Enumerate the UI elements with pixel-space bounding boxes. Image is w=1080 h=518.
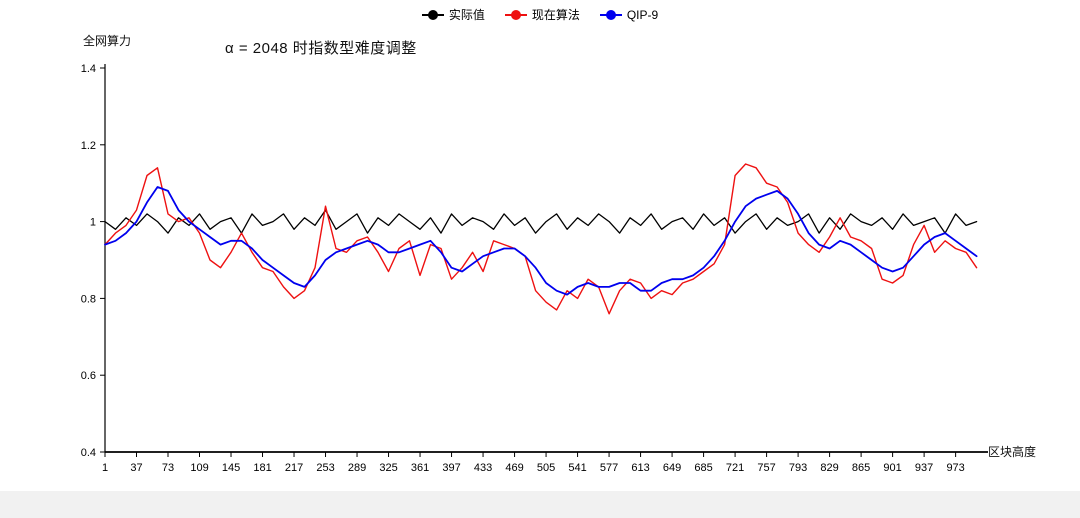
legend-marker-icon — [504, 9, 527, 20]
legend-item-current-algorithm[interactable]: 现在算法 — [504, 6, 580, 23]
x-tick-label: 649 — [663, 462, 681, 474]
x-tick-label: 793 — [789, 462, 807, 474]
legend-marker-icon — [421, 9, 444, 20]
x-tick-label: 397 — [442, 462, 460, 474]
x-tick-label: 217 — [285, 462, 303, 474]
legend-label: 现在算法 — [531, 8, 580, 22]
x-tick-label: 757 — [757, 462, 775, 474]
x-tick-label: 721 — [726, 462, 744, 474]
series-line-0 — [104, 209, 978, 234]
x-tick-label: 613 — [631, 462, 649, 474]
x-tick-label: 181 — [253, 462, 271, 474]
x-tick-label: 901 — [883, 462, 901, 474]
y-axis-title: 全网算力 — [83, 34, 132, 48]
y-tick-label: 1.4 — [81, 63, 96, 75]
y-tick-label: 0.8 — [81, 293, 96, 305]
x-tick-label: 289 — [348, 462, 366, 474]
legend-label: QIP-9 — [626, 7, 659, 22]
x-tick-label: 865 — [852, 462, 870, 474]
x-tick-label: 145 — [222, 462, 240, 474]
x-tick-label: 505 — [537, 462, 555, 474]
plot-area: 0.4 0.6 0.8 1 1.2 1.4 1 37 73 109 145 181 217 253 289 3… — [81, 63, 988, 474]
y-tick-label: 1.2 — [81, 140, 96, 152]
x-tick-label: 577 — [600, 462, 618, 474]
x-tick-label: 109 — [190, 462, 208, 474]
x-tick-label: 937 — [915, 462, 933, 474]
legend-label: 实际值 — [448, 8, 485, 22]
x-tick-label: 829 — [820, 462, 838, 474]
x-tick-label: 685 — [694, 462, 712, 474]
legend-item-qip-9[interactable]: QIP-9 — [599, 7, 659, 22]
y-tick-label: 0.6 — [81, 370, 96, 382]
x-tick-label: 973 — [946, 462, 964, 474]
footer-strip — [0, 491, 1080, 518]
series-line-2 — [104, 186, 978, 296]
series-line-1 — [104, 163, 978, 315]
x-axis-title: 区块高度 — [988, 445, 1037, 459]
x-tick-label: 469 — [505, 462, 523, 474]
chart-title: α = 2048 时指数型难度调整 — [225, 40, 417, 57]
chart-legend: 实际值 现在算法 QIP-9 — [0, 6, 1080, 23]
legend-marker-icon — [599, 9, 622, 20]
x-tick-label: 1 — [102, 462, 108, 474]
x-tick-label: 361 — [411, 462, 429, 474]
x-tick-label: 325 — [379, 462, 397, 474]
legend-item-actual-value[interactable]: 实际值 — [421, 6, 485, 23]
x-tick-label: 37 — [130, 462, 142, 474]
x-tick-label: 541 — [568, 462, 586, 474]
x-tick-label: 73 — [162, 462, 174, 474]
y-tick-label: 1 — [90, 217, 96, 229]
y-tick-label: 0.4 — [81, 447, 96, 459]
x-tick-label: 253 — [316, 462, 334, 474]
x-tick-label: 433 — [474, 462, 492, 474]
